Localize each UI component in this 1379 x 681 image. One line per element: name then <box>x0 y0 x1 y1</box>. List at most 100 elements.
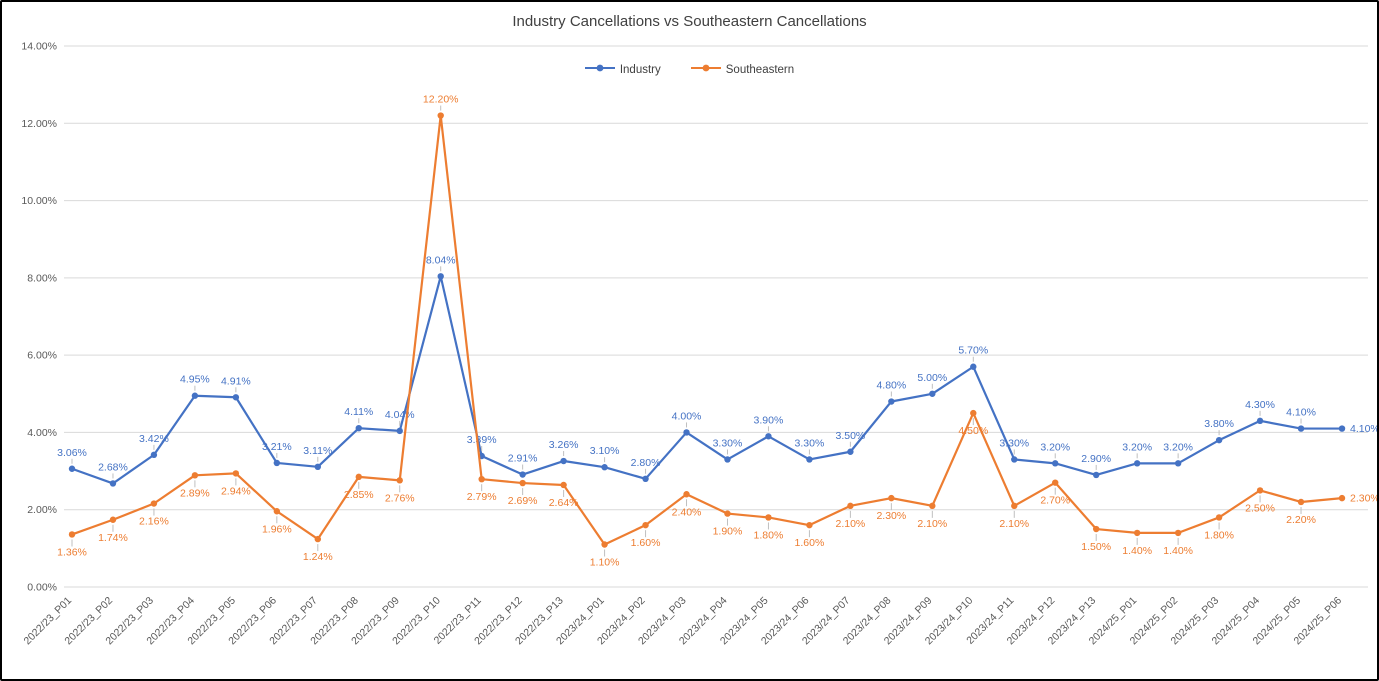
data-label: 5.70% <box>958 345 988 357</box>
data-point <box>109 480 117 487</box>
data-point <box>724 510 731 517</box>
y-axis-label: 4.00% <box>27 427 57 439</box>
data-point <box>232 394 240 401</box>
data-point <box>1052 460 1059 467</box>
data-label: 3.20% <box>1163 441 1193 453</box>
data-point <box>765 433 772 440</box>
data-label: 2.69% <box>508 495 538 507</box>
data-point <box>1133 529 1141 537</box>
y-axis-label: 14.00% <box>21 41 57 53</box>
data-point <box>478 475 485 483</box>
data-point <box>1011 502 1018 510</box>
legend-label-industry: Industry <box>619 63 661 76</box>
data-point <box>1215 514 1223 521</box>
data-point <box>314 463 322 471</box>
data-label: 3.30% <box>713 437 743 449</box>
data-label: 8.04% <box>426 254 456 266</box>
data-point <box>68 531 76 538</box>
data-label: 3.21% <box>262 441 292 453</box>
y-axis-label: 8.00% <box>27 272 57 284</box>
data-point <box>806 456 813 463</box>
data-label: 4.80% <box>876 380 906 392</box>
data-label: 1.50% <box>1081 541 1111 553</box>
data-label: 3.50% <box>835 430 865 442</box>
data-label: 3.10% <box>590 445 620 457</box>
data-label: 1.60% <box>795 537 825 549</box>
data-label: 12.20% <box>423 94 459 106</box>
data-point <box>1174 529 1182 537</box>
industry-line-marker-icon <box>584 63 615 76</box>
data-point <box>601 541 608 548</box>
data-point <box>929 502 936 510</box>
data-label: 3.42% <box>139 433 169 445</box>
data-label: 4.50% <box>958 425 988 437</box>
data-point <box>765 514 772 521</box>
data-point <box>642 521 649 529</box>
data-label: 2.68% <box>98 461 128 473</box>
data-point <box>560 481 567 489</box>
data-label: 2.90% <box>1081 453 1111 465</box>
data-label: 4.11% <box>344 406 373 418</box>
data-label: 3.39% <box>467 434 497 446</box>
legend-label-southeastern: Southeastern <box>725 63 795 76</box>
data-point <box>806 521 813 529</box>
data-label: 4.30% <box>1245 399 1275 411</box>
data-label: 2.76% <box>385 492 415 504</box>
data-point <box>1297 425 1305 432</box>
data-label: 2.20% <box>1286 514 1316 526</box>
data-point <box>929 390 936 397</box>
chart-title: Industry Cancellations vs Southeastern C… <box>512 13 867 30</box>
legend: Industry Southeastern <box>2 63 1377 76</box>
data-point <box>1256 417 1264 425</box>
data-label: 2.30% <box>1350 493 1379 505</box>
data-label: 1.90% <box>713 526 743 538</box>
data-label: 2.50% <box>1245 502 1275 514</box>
data-point <box>1338 494 1346 502</box>
data-point <box>683 429 690 436</box>
data-label: 2.16% <box>139 516 169 528</box>
data-point <box>1338 425 1346 432</box>
data-point <box>1092 525 1100 533</box>
data-point <box>1052 479 1059 486</box>
data-label: 1.40% <box>1163 545 1193 557</box>
data-point <box>109 516 117 523</box>
data-label: 2.30% <box>876 510 906 522</box>
data-label: 4.95% <box>180 374 210 386</box>
data-point <box>68 465 76 472</box>
data-point <box>150 451 158 459</box>
data-label: 3.26% <box>549 439 579 451</box>
series-line-southeastern <box>70 114 1344 546</box>
data-point <box>888 494 895 502</box>
data-point <box>437 273 444 280</box>
series-line-industry <box>70 275 1344 485</box>
data-label: 1.10% <box>590 556 620 568</box>
data-label: 1.60% <box>631 537 661 549</box>
data-point <box>847 448 854 455</box>
y-axis-label: 10.00% <box>21 195 57 207</box>
data-label: 2.40% <box>672 506 702 518</box>
legend-item-industry: Industry <box>584 63 661 76</box>
data-label: 1.80% <box>754 529 784 541</box>
data-point <box>560 457 567 465</box>
data-label: 2.10% <box>999 518 1029 530</box>
data-label: 2.89% <box>180 487 210 499</box>
data-label: 3.80% <box>1204 418 1234 430</box>
data-point <box>273 459 281 467</box>
data-label: 2.64% <box>549 497 579 509</box>
y-axis-label: 2.00% <box>27 504 57 516</box>
data-point <box>355 473 362 481</box>
data-label: 2.10% <box>835 518 865 530</box>
data-label: 4.91% <box>221 375 251 387</box>
data-label: 3.30% <box>999 437 1029 449</box>
y-axis-label: 0.00% <box>27 582 57 594</box>
data-point <box>191 472 199 479</box>
data-label: 3.30% <box>795 437 825 449</box>
data-point <box>847 502 854 510</box>
data-point <box>601 464 608 471</box>
data-label: 4.04% <box>385 409 415 421</box>
data-label: 4.10% <box>1286 407 1316 419</box>
y-axis-label: 6.00% <box>27 350 57 362</box>
data-label: 3.06% <box>57 447 87 459</box>
data-point <box>396 477 403 484</box>
